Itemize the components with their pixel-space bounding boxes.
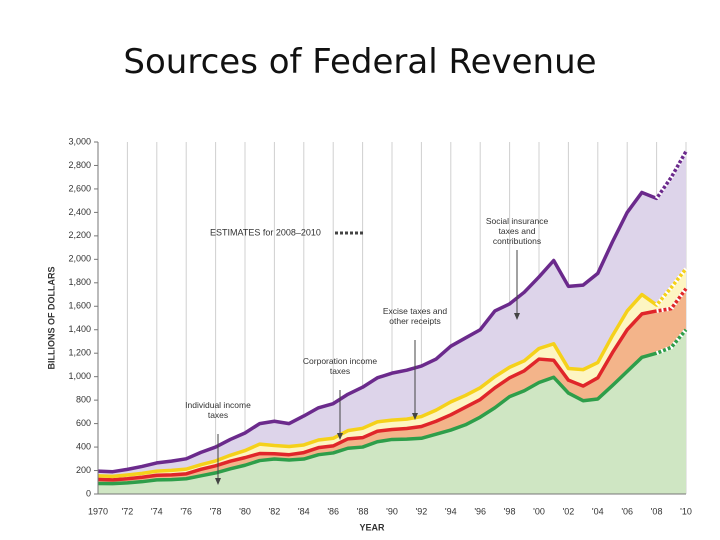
annotation: Corporation income taxes — [302, 356, 378, 376]
y-tick-label: 2,400 — [68, 207, 91, 217]
annotation: Social insurance taxes and contributions — [485, 216, 549, 246]
x-tick-label: 1970 — [88, 506, 108, 516]
y-tick-label: 1,800 — [68, 277, 91, 287]
y-tick-label: 2,800 — [68, 160, 91, 170]
x-tick-label: '74 — [151, 506, 163, 516]
x-tick-label: '80 — [239, 506, 251, 516]
x-tick-label: '92 — [416, 506, 428, 516]
x-tick-label: '08 — [651, 506, 663, 516]
arrow-head — [337, 433, 343, 440]
arrow-head — [215, 478, 221, 485]
x-tick-label: '06 — [621, 506, 633, 516]
x-tick-label: '98 — [504, 506, 516, 516]
x-axis-title: YEAR — [359, 522, 385, 532]
y-tick-label: 1,400 — [68, 324, 91, 334]
series-line — [97, 150, 688, 474]
x-tick-label: '88 — [357, 506, 369, 516]
area-fill — [98, 288, 686, 484]
estimate-dots — [656, 287, 688, 313]
arrow-head — [514, 313, 520, 320]
area-fill — [98, 151, 686, 477]
annotation: Individual income taxes — [185, 400, 251, 420]
x-tick-label: '72 — [122, 506, 134, 516]
y-tick-label: 400 — [76, 441, 91, 451]
series-line — [97, 267, 688, 479]
y-tick-label: 800 — [76, 395, 91, 405]
x-tick-label: '94 — [445, 506, 457, 516]
x-tick-label: '04 — [592, 506, 604, 516]
x-tick-label: '90 — [386, 506, 398, 516]
x-tick-label: '00 — [533, 506, 545, 516]
y-tick-label: 3,000 — [68, 136, 91, 146]
estimate-dots — [654, 150, 688, 200]
estimate-legend: ESTIMATES for 2008–2010 — [210, 227, 321, 237]
x-tick-label: '86 — [327, 506, 339, 516]
y-tick-label: 2,600 — [68, 183, 91, 193]
y-tick-label: 1,000 — [68, 371, 91, 381]
x-tick-label: '10 — [680, 506, 692, 516]
arrow-head — [412, 413, 418, 420]
y-tick-label: 600 — [76, 418, 91, 428]
series-line — [97, 328, 688, 486]
x-tick-label: '82 — [269, 506, 281, 516]
estimate-dots — [655, 328, 688, 356]
area-fill — [98, 268, 686, 480]
x-tick-label: '84 — [298, 506, 310, 516]
series-line — [97, 287, 688, 482]
y-tick-label: 1,200 — [68, 348, 91, 358]
annotation: Excise taxes and other receipts — [382, 306, 448, 326]
x-tick-label: '02 — [563, 506, 575, 516]
area-fill — [98, 329, 686, 494]
x-tick-label: '96 — [474, 506, 486, 516]
y-tick-label: 2,000 — [68, 254, 91, 264]
y-tick-label: 0 — [86, 488, 91, 498]
x-tick-label: '78 — [210, 506, 222, 516]
x-tick-label: '76 — [180, 506, 192, 516]
y-tick-label: 2,200 — [68, 230, 91, 240]
y-tick-label: 1,600 — [68, 301, 91, 311]
y-tick-label: 200 — [76, 465, 91, 475]
chart-title: Sources of Federal Revenue — [123, 42, 597, 82]
y-axis-title: BILLIONS OF DOLLARS — [46, 267, 56, 370]
